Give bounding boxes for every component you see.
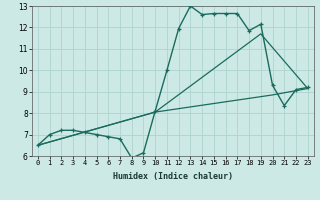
X-axis label: Humidex (Indice chaleur): Humidex (Indice chaleur) — [113, 172, 233, 181]
